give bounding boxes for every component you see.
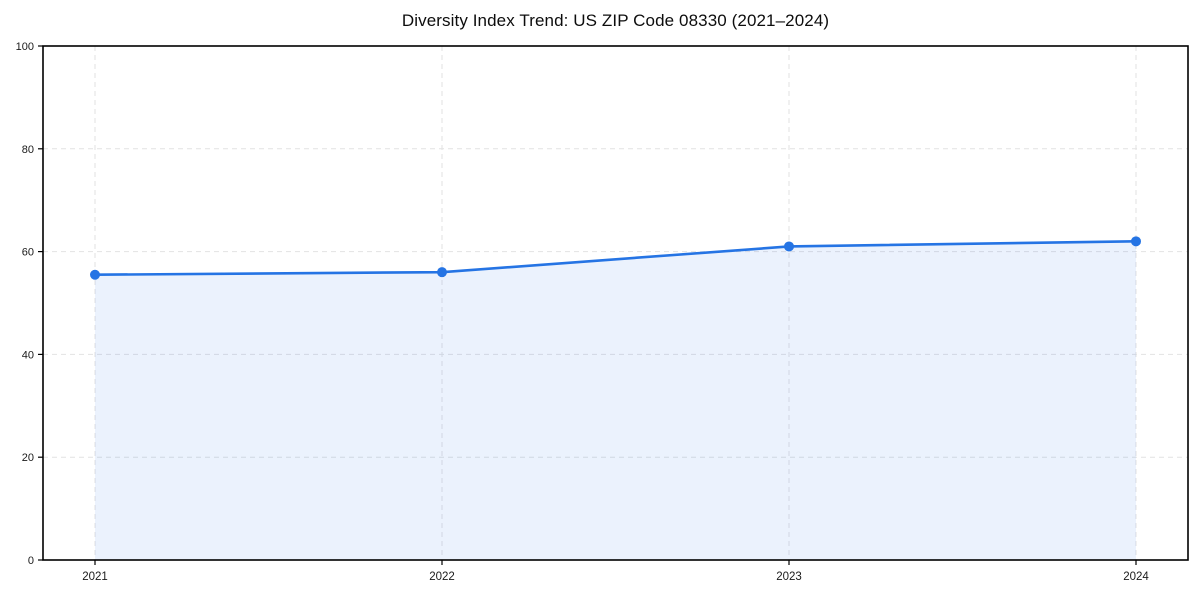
x-tick-label: 2022: [429, 571, 455, 583]
data-point-marker: [784, 241, 794, 252]
x-tick-label: 2023: [776, 571, 802, 583]
y-tick-label: 0: [28, 555, 34, 567]
area-fill: [95, 241, 1136, 560]
y-tick-label: 60: [22, 247, 34, 259]
y-tick-label: 20: [22, 452, 34, 464]
y-tick-label: 100: [16, 41, 34, 53]
trend-line: [93, 240, 1138, 277]
y-tick-label: 80: [22, 144, 34, 156]
axis-spines: [42, 45, 1189, 561]
x-tick-label: 2024: [1123, 571, 1149, 583]
x-tick-label: 2021: [82, 571, 108, 583]
data-point-marker: [1131, 236, 1141, 247]
y-tick-label: 40: [22, 349, 34, 361]
data-point-marker: [437, 267, 447, 278]
chart-title: Diversity Index Trend: US ZIP Code 08330…: [401, 11, 830, 30]
data-point-marker: [90, 269, 100, 280]
